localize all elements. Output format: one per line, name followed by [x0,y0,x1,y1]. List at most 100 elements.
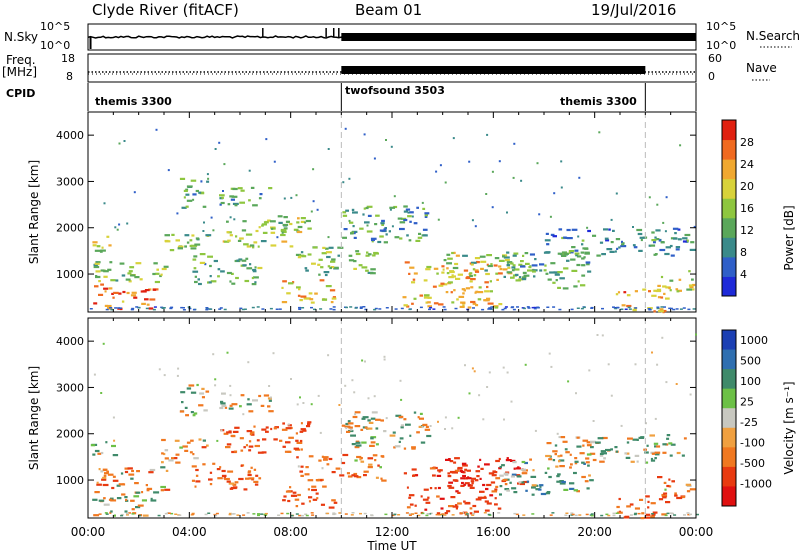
echo-cell [504,259,510,262]
echo-cell [261,451,267,454]
noise-cell [310,306,313,309]
echo-cell [298,288,301,291]
sparse-cell [444,428,446,430]
noise-cell [675,308,679,310]
xtick-label: 08:00 [273,525,308,539]
echo-cell [533,275,536,278]
echo-cell [615,450,618,453]
echo-cell [297,256,302,259]
sparse-cell [491,206,494,209]
sparse-cell [536,162,539,165]
xtick-label: 00:00 [679,525,714,539]
echo-cell [220,201,225,205]
sparse-cell [214,378,217,381]
velocity-colorbar-tick: -500 [740,457,765,470]
sparse-cell [342,181,345,184]
noise-cell [612,512,616,515]
echo-cell [365,269,369,272]
echo-cell [557,473,561,476]
echo-cell [406,234,409,237]
echo-cell [539,485,542,488]
echo-cell [403,418,407,421]
noise-cell [105,308,109,311]
echo-cell [124,510,128,513]
power-frame [87,111,697,313]
echo-cell [103,497,106,500]
echo-cell [618,497,621,501]
sparse-cell [435,170,438,173]
echo-cell [487,264,493,268]
echo-cell [557,271,563,274]
echo-cell [229,195,234,198]
sparse-cell [226,351,229,354]
velocity-frame [87,317,697,519]
echo-cell [424,212,430,215]
echo-cell [255,474,259,477]
echo-cell [494,497,497,500]
echo-cell [231,195,238,198]
echo-cell [316,497,319,500]
station-title: Clyde River (fitACF) [92,1,239,19]
echo-cell [453,251,456,254]
echo-cell [234,481,239,484]
echo-cell [322,456,329,459]
echo-cell [307,227,312,230]
echo-cell [566,259,570,262]
echo-cell [307,479,314,482]
noise-cell [633,513,637,516]
noise-cell [487,513,491,516]
echo-cell [605,448,611,452]
echo-cell [133,495,140,498]
echo-cell [362,416,369,419]
echo-cell [202,439,206,442]
echo-cell [494,488,498,491]
echo-cell [304,267,308,270]
echo-cell [189,239,193,242]
noise-cell [277,514,281,516]
echo-cell [626,452,630,455]
echo-cell [379,229,386,232]
echo-cell [120,472,124,475]
echo-cell [258,226,261,229]
sparse-cell [444,416,447,419]
echo-cell [261,428,267,431]
echo-cell [135,262,142,265]
echo-cell [287,424,292,427]
freq-tick-bottom: 8 [66,70,73,83]
echo-cell [198,404,204,407]
echo-cell [683,437,687,440]
echo-cell [495,459,500,463]
echo-cell [116,484,121,487]
echo-cell [185,414,189,417]
echo-cell [645,461,649,464]
echo-cell [433,267,439,270]
echo-cell [366,230,373,233]
echo-cell [484,269,488,272]
echo-cell [238,258,243,261]
echo-cell [107,304,112,308]
echo-cell [299,254,305,257]
echo-cell [654,457,657,460]
echo-cell [220,270,225,273]
echo-cell [96,483,102,486]
echo-cell [300,465,304,468]
echo-cell [299,470,303,473]
echo-cell [595,441,601,444]
echo-cell [454,457,460,460]
echo-cell [96,481,99,484]
echo-cell [301,502,305,505]
echo-cell [562,440,568,443]
noise-cell [689,513,692,516]
noise-cell [180,306,184,309]
echo-cell [292,494,298,497]
echo-cell [513,491,518,494]
echo-cell [205,390,210,393]
echo-cell [320,266,324,269]
power-echoes [89,112,696,314]
echo-cell [645,513,651,516]
echo-cell [522,480,529,484]
echo-cell [207,255,213,258]
echo-cell [404,261,410,264]
noise-cell [552,306,556,308]
echo-cell [318,258,323,261]
